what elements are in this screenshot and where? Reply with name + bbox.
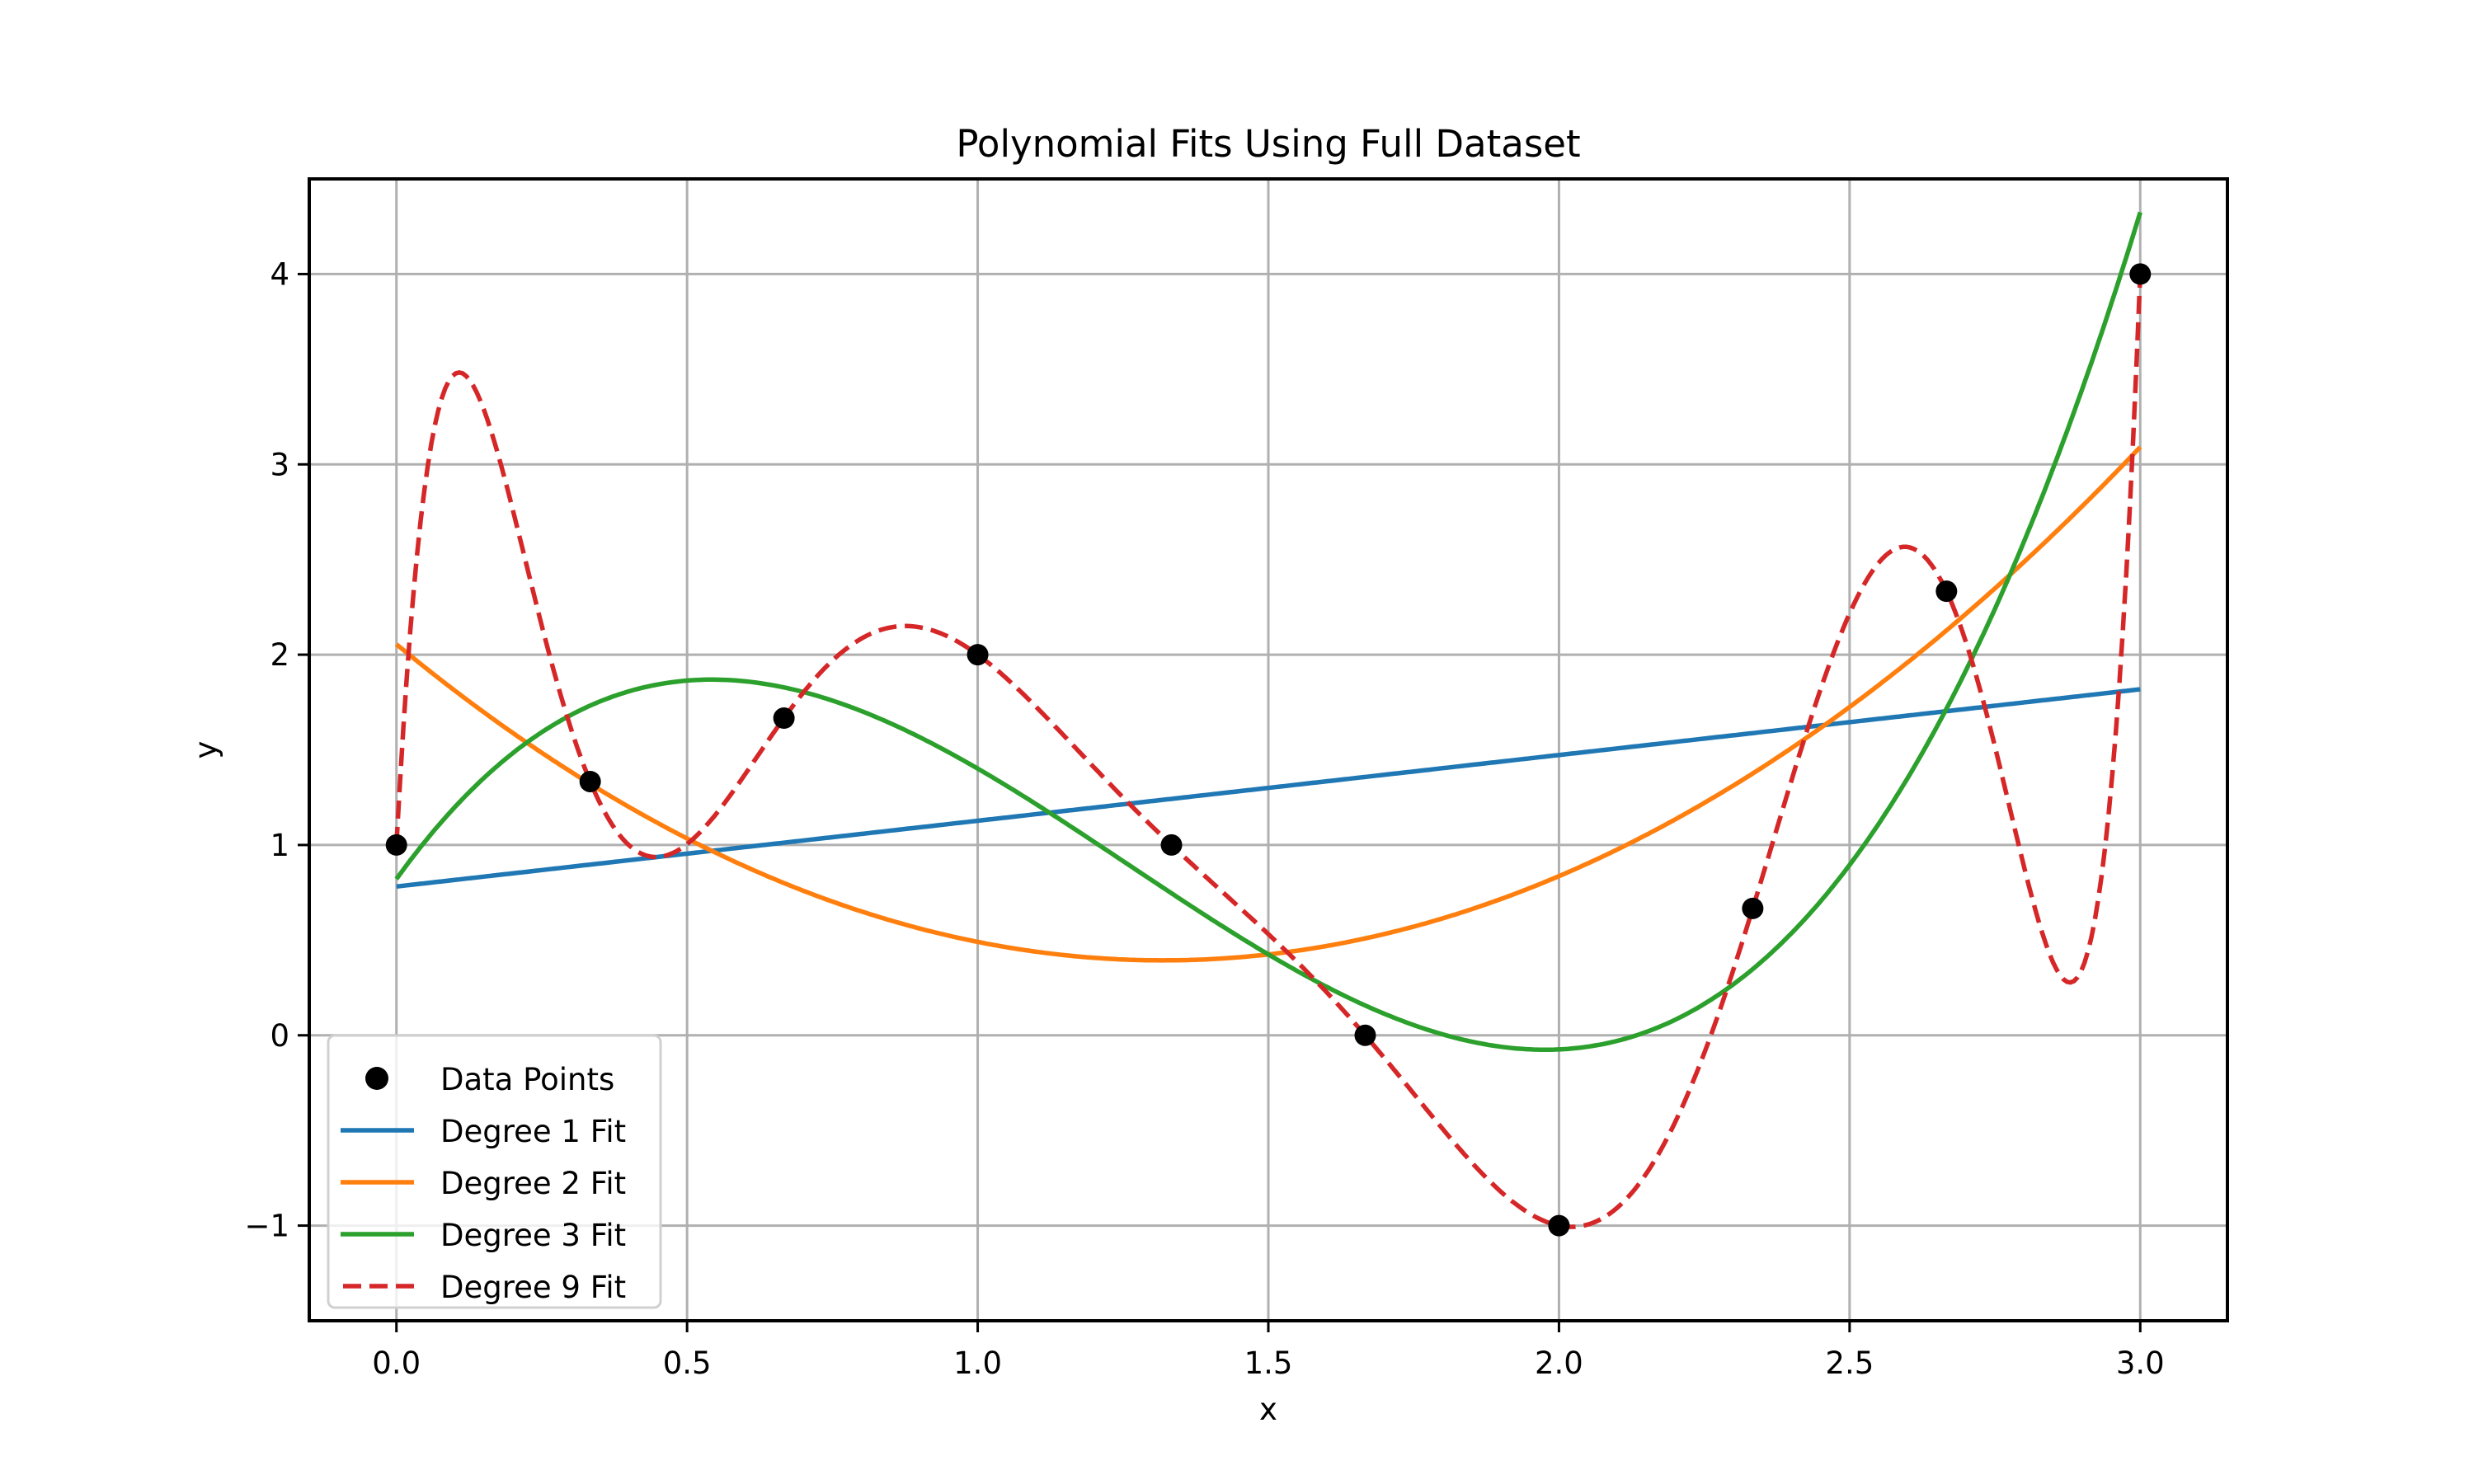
x-tick-label: 2.0 [1535, 1345, 1583, 1381]
legend-item: Degree 3 Fit [341, 1218, 626, 1253]
data-point-marker [385, 834, 407, 856]
y-tick-label: 2 [270, 637, 289, 673]
data-point-marker [773, 707, 795, 730]
y-tick-label: 4 [270, 256, 289, 292]
data-point-marker [2129, 263, 2152, 285]
data-point-marker [1935, 580, 1958, 603]
data-point-marker [967, 644, 989, 666]
data-point-marker [1160, 834, 1183, 856]
series-degree-1-fit [396, 687, 2141, 890]
legend-label: Degree 3 Fit [440, 1218, 626, 1253]
grid-lines [309, 179, 2227, 1321]
y-tick-label: 1 [270, 828, 289, 863]
y-tick-label: −1 [244, 1209, 289, 1244]
x-tick-label: 0.5 [663, 1345, 712, 1381]
data-point-marker [1354, 1024, 1376, 1046]
y-tick-label: 3 [270, 447, 289, 482]
legend-label: Degree 1 Fit [440, 1114, 626, 1149]
data-points [385, 263, 2152, 1237]
legend-box [327, 1034, 662, 1309]
chart-title: Polynomial Fits Using Full Dataset [956, 122, 1580, 166]
legend: Data Points Degree 1 Fit Degree 2 Fit Degre… [327, 1034, 662, 1309]
legend-label: Data Points [440, 1062, 614, 1097]
data-point-marker [1742, 897, 1764, 919]
legend-label: Degree 2 Fit [440, 1166, 626, 1201]
legend-marker-icon [365, 1067, 388, 1090]
axis-ticks: 0.0 0.5 1.0 1.5 2.0 2.5 3.0 −1 0 1 2 3 4 [244, 256, 2164, 1381]
data-point-marker [579, 770, 601, 792]
x-tick-label: 1.5 [1244, 1345, 1293, 1381]
series-degree-3-fit [394, 211, 2142, 1052]
series-lines [393, 211, 2143, 1229]
legend-item: Degree 2 Fit [341, 1166, 626, 1201]
legend-item: Degree 1 Fit [341, 1114, 626, 1149]
legend-item: Data Points [365, 1062, 614, 1097]
x-tick-label: 3.0 [2116, 1345, 2165, 1381]
x-axis-label: x [1259, 1392, 1277, 1427]
legend-item: Degree 9 Fit [343, 1270, 626, 1305]
legend-label: Degree 9 Fit [440, 1270, 626, 1305]
data-point-marker [1548, 1214, 1570, 1237]
x-tick-label: 0.0 [372, 1345, 421, 1381]
series-degree-9-fit [393, 274, 2143, 1229]
y-tick-label: 0 [270, 1018, 289, 1054]
x-tick-label: 1.0 [953, 1345, 1002, 1381]
y-axis-label: y [188, 741, 223, 759]
x-tick-label: 2.5 [1825, 1345, 1874, 1381]
